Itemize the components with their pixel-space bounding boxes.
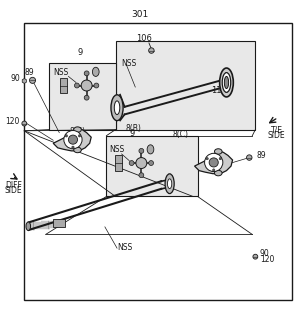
Text: NSS: NSS bbox=[117, 243, 132, 252]
Polygon shape bbox=[195, 151, 233, 174]
Circle shape bbox=[22, 121, 27, 126]
Circle shape bbox=[139, 173, 144, 178]
Bar bbox=[115, 156, 122, 171]
Text: NSS: NSS bbox=[122, 59, 137, 68]
Text: DIFF: DIFF bbox=[5, 181, 22, 190]
Bar bbox=[53, 219, 65, 228]
Ellipse shape bbox=[168, 179, 172, 188]
Bar bbox=[49, 63, 116, 130]
Circle shape bbox=[253, 254, 258, 259]
Ellipse shape bbox=[114, 101, 120, 115]
Ellipse shape bbox=[222, 73, 231, 92]
Text: 9: 9 bbox=[78, 48, 83, 57]
Ellipse shape bbox=[74, 147, 81, 153]
Text: 89: 89 bbox=[25, 68, 35, 77]
Ellipse shape bbox=[165, 174, 174, 194]
Circle shape bbox=[68, 135, 78, 144]
Circle shape bbox=[209, 158, 218, 167]
Ellipse shape bbox=[219, 68, 233, 97]
Circle shape bbox=[64, 131, 82, 149]
Circle shape bbox=[219, 157, 222, 160]
Circle shape bbox=[65, 135, 67, 137]
Text: 301: 301 bbox=[131, 10, 148, 19]
Circle shape bbox=[74, 83, 79, 88]
Ellipse shape bbox=[111, 95, 123, 121]
Polygon shape bbox=[53, 128, 91, 151]
Circle shape bbox=[72, 146, 74, 148]
Text: 120: 120 bbox=[260, 255, 274, 264]
Bar bbox=[60, 78, 67, 93]
Bar bbox=[106, 136, 198, 196]
Ellipse shape bbox=[224, 76, 229, 89]
Circle shape bbox=[136, 157, 147, 169]
Circle shape bbox=[149, 161, 154, 165]
Circle shape bbox=[205, 153, 223, 172]
Text: SIDE: SIDE bbox=[5, 187, 22, 196]
Circle shape bbox=[78, 135, 81, 137]
Text: NSS: NSS bbox=[53, 68, 68, 77]
Ellipse shape bbox=[92, 67, 99, 76]
Text: T/E: T/E bbox=[271, 126, 283, 135]
Text: NSS: NSS bbox=[109, 145, 125, 155]
Circle shape bbox=[212, 169, 215, 171]
Text: 106: 106 bbox=[136, 35, 152, 44]
Bar bbox=[116, 41, 255, 130]
Text: SIDE: SIDE bbox=[268, 131, 285, 140]
Circle shape bbox=[84, 95, 89, 100]
Circle shape bbox=[84, 71, 89, 76]
Circle shape bbox=[149, 48, 154, 53]
Circle shape bbox=[247, 155, 252, 160]
Text: 90: 90 bbox=[260, 249, 270, 258]
Text: 90: 90 bbox=[11, 74, 21, 83]
Ellipse shape bbox=[26, 222, 30, 230]
Text: 8(C): 8(C) bbox=[70, 127, 85, 136]
Ellipse shape bbox=[147, 145, 154, 154]
Ellipse shape bbox=[74, 127, 81, 132]
Text: 89: 89 bbox=[257, 151, 267, 160]
Text: 120: 120 bbox=[5, 117, 20, 126]
Circle shape bbox=[29, 77, 36, 84]
Circle shape bbox=[139, 148, 144, 153]
Ellipse shape bbox=[214, 170, 222, 176]
Circle shape bbox=[81, 80, 92, 91]
Text: 8(B): 8(B) bbox=[126, 124, 142, 133]
Circle shape bbox=[94, 83, 99, 88]
Circle shape bbox=[206, 157, 208, 160]
Circle shape bbox=[129, 161, 134, 165]
Text: 111: 111 bbox=[211, 86, 227, 95]
Text: 8(C): 8(C) bbox=[173, 130, 189, 139]
Text: 9: 9 bbox=[130, 129, 135, 138]
Bar bbox=[24, 23, 292, 300]
Ellipse shape bbox=[214, 149, 222, 154]
